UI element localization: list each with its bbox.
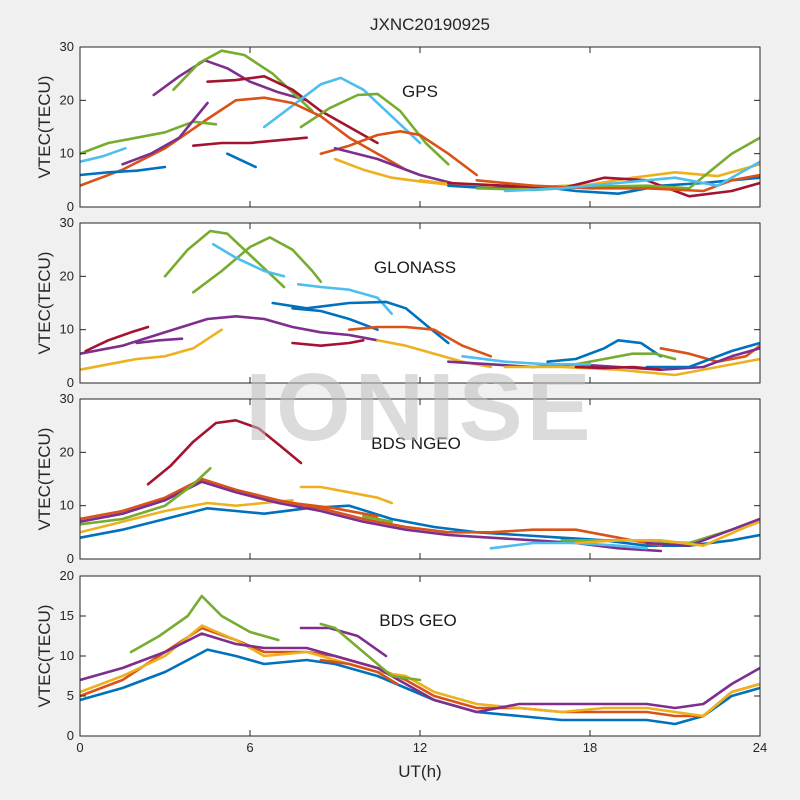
series-line	[503, 160, 760, 193]
watermark-text: IONISE	[245, 354, 594, 461]
series-line	[347, 325, 493, 358]
series-line	[80, 477, 663, 548]
series-group	[80, 49, 760, 198]
x-axis-label: UT(h)	[398, 762, 441, 781]
series-line	[80, 632, 760, 714]
series-line	[121, 101, 209, 166]
y-tick-label: 0	[67, 551, 74, 566]
series-line	[192, 136, 309, 147]
series-line	[135, 337, 184, 345]
y-tick-label: 0	[67, 199, 74, 214]
series-group	[80, 418, 760, 553]
series-line	[503, 357, 760, 377]
series-line	[152, 58, 309, 102]
series-line	[80, 626, 760, 718]
x-tick-label: 12	[413, 740, 427, 755]
series-line	[299, 485, 394, 505]
series-line	[574, 520, 760, 548]
panel-glonass: 0 10 20 30 VTEC(TECU) GLONASS	[35, 215, 761, 390]
series-line	[319, 622, 422, 682]
y-tick-label: 10	[60, 322, 74, 337]
y-tick-label: 10	[60, 146, 74, 161]
series-line	[333, 147, 464, 187]
series-line	[80, 314, 379, 356]
y-tick-label: 10	[60, 648, 74, 663]
series-line	[80, 498, 294, 534]
y-tick-label: 20	[60, 92, 74, 107]
panel-gps: 0 10 20 30 VTEC(TECU) GPS	[35, 39, 761, 214]
panel-label: BDS NGEO	[371, 434, 461, 453]
series-line	[291, 338, 365, 348]
series-line	[291, 306, 379, 332]
chart-panels: 0 10 20 30 VTEC(TECU) GPS 0 10 20 30 VTEC(TECU) GLO…	[35, 39, 767, 755]
y-tick-label: 10	[60, 498, 74, 513]
plot-area	[80, 223, 760, 383]
series-line	[211, 243, 286, 278]
y-tick-label: 0	[67, 375, 74, 390]
series-line	[80, 147, 127, 163]
series-line	[80, 165, 167, 177]
series-line	[319, 658, 399, 686]
series-line	[475, 173, 760, 193]
panel-label: GLONASS	[374, 258, 456, 277]
x-tick-label: 6	[246, 740, 253, 755]
y-axis-label: VTEC(TECU)	[35, 605, 54, 708]
series-line	[574, 352, 677, 366]
series-line	[146, 418, 303, 486]
series-line	[80, 120, 218, 155]
series-line	[84, 325, 150, 353]
series-line	[446, 176, 760, 195]
y-tick-label: 15	[60, 608, 74, 623]
series-line	[262, 76, 422, 145]
panel-bds-geo: 0 5 10 15 20 0 6 12 18 24 VTEC(TECU) BDS GEO	[35, 568, 767, 755]
series-line	[645, 341, 760, 369]
panel-label: GPS	[402, 82, 438, 101]
y-tick-label: 30	[60, 391, 74, 406]
series-line	[361, 514, 394, 524]
series-line	[574, 365, 663, 372]
series-line	[80, 648, 760, 726]
series-line	[80, 624, 760, 718]
x-tick-label: 18	[583, 740, 597, 755]
panel-bds-ngeo: 0 10 20 30 VTEC(TECU) BDS NGEO	[35, 391, 761, 566]
series-line	[299, 92, 450, 166]
series-line	[192, 236, 323, 294]
y-tick-label: 0	[67, 728, 74, 743]
y-axis-label: VTEC(TECU)	[35, 76, 54, 179]
y-axis-label: VTEC(TECU)	[35, 428, 54, 531]
series-line	[461, 354, 592, 366]
series-line	[226, 152, 257, 169]
series-line	[319, 130, 479, 177]
y-tick-label: 20	[60, 444, 74, 459]
series-line	[80, 466, 212, 526]
series-line	[645, 517, 760, 548]
series-line	[299, 626, 388, 658]
panel-label: BDS GEO	[379, 611, 456, 630]
series-group	[80, 594, 760, 726]
series-line	[206, 75, 379, 145]
series-line	[546, 338, 663, 364]
y-axis-label: VTEC(TECU)	[35, 252, 54, 355]
series-line	[172, 49, 314, 113]
series-line	[80, 328, 223, 372]
y-tick-label: 20	[60, 568, 74, 583]
x-tick-label: 24	[753, 740, 767, 755]
plot-area	[80, 576, 760, 736]
series-line	[446, 176, 760, 198]
x-tick-label: 0	[76, 740, 83, 755]
figure-title: JXNC20190925	[370, 15, 490, 34]
series-line	[129, 594, 280, 654]
y-tick-label: 30	[60, 39, 74, 54]
y-tick-label: 30	[60, 215, 74, 230]
y-tick-label: 20	[60, 268, 74, 283]
series-line	[271, 300, 450, 345]
series-line	[291, 501, 379, 518]
series-line	[163, 229, 286, 289]
series-group	[80, 229, 760, 377]
y-tick-label: 5	[67, 688, 74, 703]
